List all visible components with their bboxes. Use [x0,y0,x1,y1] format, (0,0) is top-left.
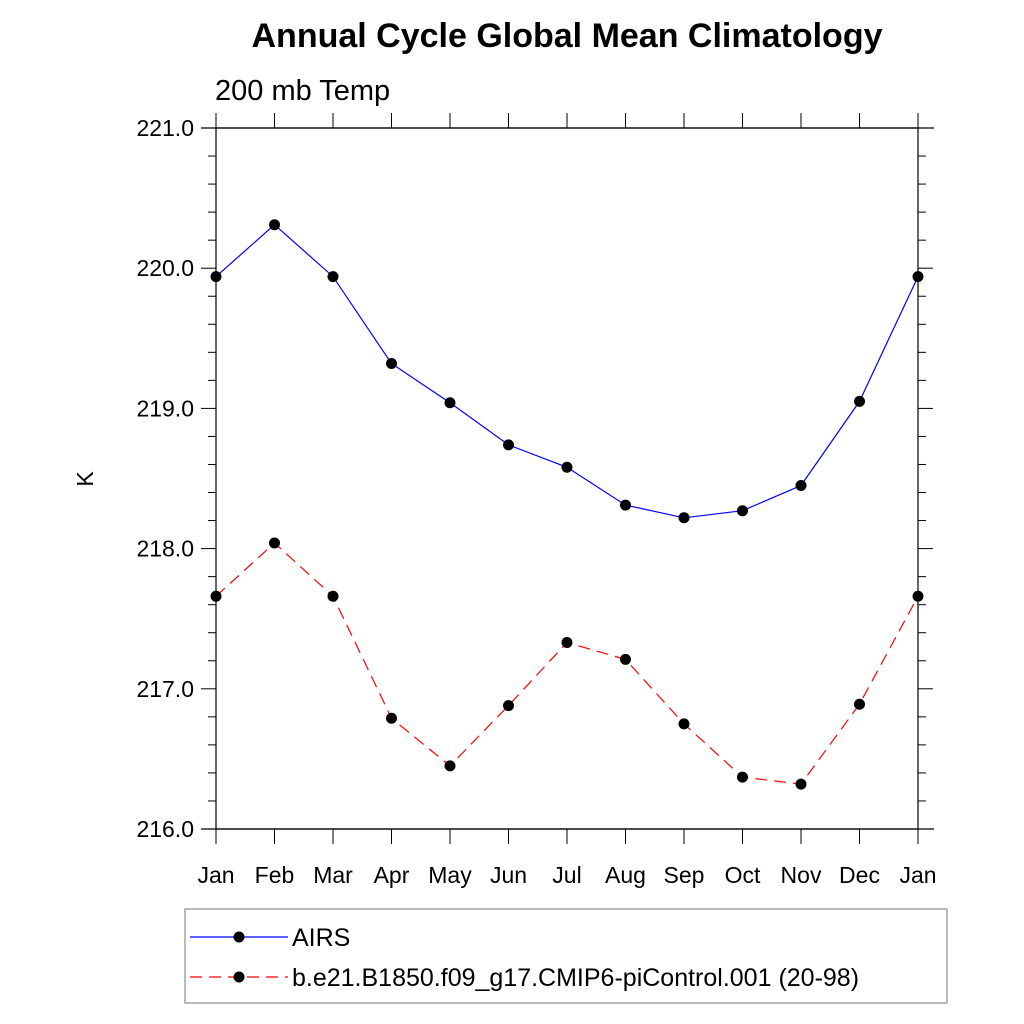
data-point [854,698,865,710]
chart-title: Annual Cycle Global Mean Climatology [252,17,883,55]
data-point [678,512,690,524]
y-tick-label: 221.0 [136,115,194,141]
legend-label-1: b.e21.B1850.f09_g17.CMIP6-piControl.001 … [292,964,859,992]
legend: AIRS b.e21.B1850.f09_g17.CMIP6-piControl.… [184,908,948,1004]
data-point [620,653,631,665]
x-tick-label: Jan [197,862,234,888]
y-tick-label: 217.0 [136,676,194,702]
x-tick-label: May [428,862,472,888]
data-point [561,637,573,649]
data-point [269,219,280,231]
x-tick-label: Jun [490,862,527,888]
x-tick-label: Mar [313,862,353,888]
x-tick-label: Sep [664,862,705,888]
series-line-0 [215,223,919,519]
data-point [795,480,807,492]
series-line-1 [215,542,919,785]
y-tick-label: 219.0 [136,395,194,421]
x-tick-label: Feb [255,862,295,888]
x-tick-label: Jul [552,862,581,888]
x-tick-labels: Jan Feb Mar Apr May Jun Jul Aug Sep Oct Nov Dec Jan [197,862,936,888]
axis-ticks [201,113,934,844]
data-point [795,778,807,790]
y-tick-label: 220.0 [136,255,194,281]
data-point [386,712,397,724]
x-tick-label: Apr [374,862,410,888]
y-tick-label: 216.0 [136,816,194,842]
data-point [737,771,748,783]
data-point [444,397,456,409]
y-tick-label: 218.0 [136,536,194,562]
data-point [386,358,397,370]
data-point [269,537,280,549]
x-tick-label: Oct [725,862,761,888]
legend-marker [233,931,245,943]
data-point [327,590,339,602]
series-group [210,219,924,790]
legend-label-0: AIRS [292,924,350,952]
y-axis-label: K [72,471,98,487]
data-point [561,461,573,473]
x-tick-label: Nov [781,862,822,888]
data-point [854,395,865,407]
chart-subtitle: 200 mb Temp [215,75,390,107]
data-point [620,499,631,511]
legend-marker [233,971,245,983]
x-tick-label: Jan [899,862,936,888]
legend-box [184,908,948,1004]
y-tick-labels: 216.0 217.0 218.0 219.0 220.0 221.0 [136,115,194,842]
data-point [678,718,690,730]
data-point [327,271,339,283]
data-point [444,760,456,772]
data-point [737,505,748,517]
plot-frame [215,127,919,830]
data-point [503,439,514,451]
x-tick-label: Aug [605,862,646,888]
data-point [503,700,514,712]
x-tick-label: Dec [839,862,880,888]
